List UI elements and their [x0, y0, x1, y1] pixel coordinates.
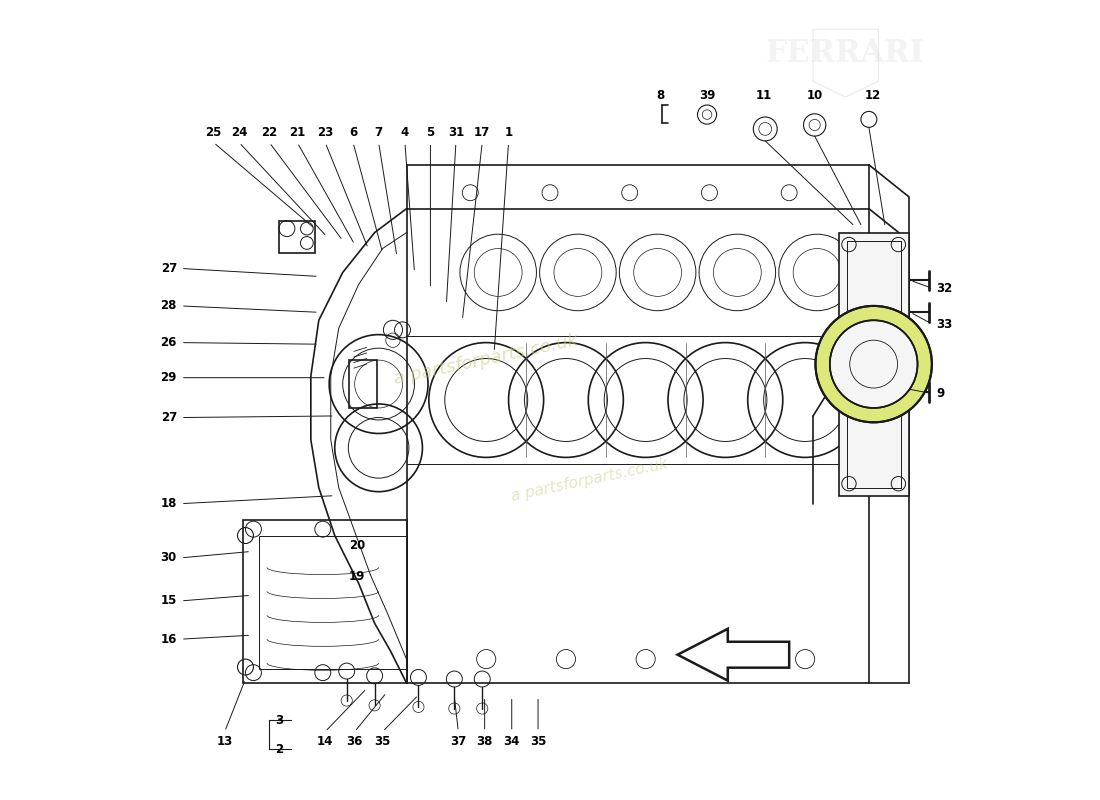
Text: 20: 20: [349, 538, 365, 551]
Text: 35: 35: [374, 734, 390, 748]
Text: 15: 15: [161, 594, 177, 607]
Text: 3: 3: [275, 714, 283, 727]
Text: 26: 26: [161, 336, 177, 349]
Text: 1: 1: [505, 126, 513, 139]
Text: 9: 9: [937, 387, 945, 400]
Text: 6: 6: [349, 126, 358, 139]
Text: 4: 4: [400, 126, 409, 139]
Text: 10: 10: [806, 89, 823, 102]
Text: 5: 5: [427, 126, 434, 139]
Text: 17: 17: [474, 126, 491, 139]
Text: 30: 30: [161, 551, 177, 564]
Text: 32: 32: [937, 282, 953, 295]
Text: 11: 11: [756, 89, 772, 102]
Bar: [349, 360, 377, 408]
Circle shape: [829, 320, 917, 408]
Text: FERRARI: FERRARI: [766, 38, 924, 69]
Text: 31: 31: [448, 126, 464, 139]
Text: 28: 28: [161, 299, 177, 313]
Text: 18: 18: [161, 497, 177, 510]
Text: 27: 27: [161, 262, 177, 275]
Text: 14: 14: [317, 734, 333, 748]
Text: 34: 34: [504, 734, 520, 748]
Text: 13: 13: [217, 734, 233, 748]
Text: 12: 12: [865, 89, 881, 102]
Text: a partsforparts.co.uk: a partsforparts.co.uk: [510, 456, 670, 504]
Text: 16: 16: [161, 633, 177, 646]
Text: 8: 8: [656, 89, 664, 102]
Text: 7: 7: [374, 126, 383, 139]
Polygon shape: [678, 629, 789, 681]
Text: 27: 27: [161, 411, 177, 424]
Text: 19: 19: [349, 570, 365, 583]
Circle shape: [815, 306, 932, 422]
Text: 33: 33: [937, 318, 953, 330]
Text: 23: 23: [317, 126, 333, 139]
Text: 24: 24: [231, 126, 248, 139]
Text: 36: 36: [346, 734, 363, 748]
Text: 2: 2: [275, 742, 283, 756]
Text: 29: 29: [161, 371, 177, 384]
Text: 35: 35: [530, 734, 547, 748]
Text: 25: 25: [206, 126, 222, 139]
Text: 37: 37: [450, 734, 466, 748]
Text: 39: 39: [700, 89, 716, 102]
Text: 21: 21: [289, 126, 306, 139]
Text: 22: 22: [262, 126, 277, 139]
Text: 38: 38: [476, 734, 493, 748]
Text: a partsforparts.co.uk: a partsforparts.co.uk: [393, 332, 580, 389]
Polygon shape: [838, 233, 909, 496]
